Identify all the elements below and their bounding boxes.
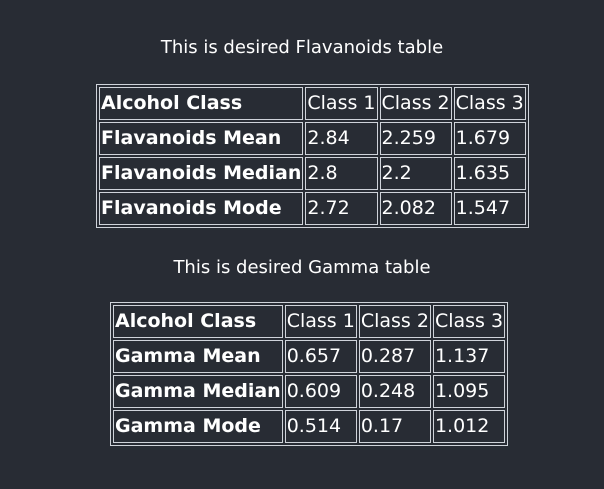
header-cell: Alcohol Class (99, 87, 304, 120)
header-cell: Class 1 (305, 87, 378, 120)
header-cell: Alcohol Class (113, 305, 283, 338)
row-label: Flavanoids Median (99, 157, 304, 190)
row-label: Flavanoids Mean (99, 122, 304, 155)
flavanoids-table: Alcohol Class Class 1 Class 2 Class 3 Fl… (96, 84, 529, 228)
table-cell: 0.609 (284, 375, 357, 408)
table-cell: 0.657 (284, 340, 357, 373)
table-cell: 2.8 (305, 157, 378, 190)
gamma-caption-section: This is desired Gamma table (0, 257, 604, 279)
table-cell: 0.248 (358, 375, 431, 408)
table-cell: 0.514 (284, 410, 357, 443)
table-row: Flavanoids Median 2.8 2.2 1.635 (99, 157, 526, 190)
table-cell: 0.287 (358, 340, 431, 373)
table-cell: 1.679 (453, 122, 526, 155)
table-row: Flavanoids Mode 2.72 2.082 1.547 (99, 192, 526, 225)
table-cell: 1.095 (432, 375, 506, 408)
flavanoids-caption: This is desired Flavanoids table (160, 37, 444, 58)
header-cell: Class 3 (453, 87, 526, 120)
gamma-caption: This is desired Gamma table (173, 257, 431, 278)
row-label: Flavanoids Mode (99, 192, 304, 225)
table-cell: 2.2 (379, 157, 452, 190)
gamma-table-wrapper: Alcohol Class Class 1 Class 2 Class 3 Ga… (110, 302, 509, 446)
table-row: Gamma Mode 0.514 0.17 1.012 (113, 410, 506, 443)
table-cell: 2.082 (379, 192, 452, 225)
header-cell: Class 2 (379, 87, 452, 120)
table-row: Flavanoids Mean 2.84 2.259 1.679 (99, 122, 526, 155)
table-cell: 2.72 (305, 192, 378, 225)
header-cell: Class 2 (358, 305, 431, 338)
header-cell: Class 1 (284, 305, 357, 338)
table-cell: 1.547 (453, 192, 526, 225)
table-cell: 2.259 (379, 122, 452, 155)
row-label: Gamma Mode (113, 410, 283, 443)
table-row: Gamma Median 0.609 0.248 1.095 (113, 375, 506, 408)
table-cell: 1.137 (432, 340, 506, 373)
table-cell: 2.84 (305, 122, 378, 155)
gamma-table: Alcohol Class Class 1 Class 2 Class 3 Ga… (110, 302, 509, 446)
table-header-row: Alcohol Class Class 1 Class 2 Class 3 (99, 87, 526, 120)
flavanoids-caption-section: This is desired Flavanoids table (0, 37, 604, 59)
header-cell: Class 3 (432, 305, 506, 338)
row-label: Gamma Mean (113, 340, 283, 373)
row-label: Gamma Median (113, 375, 283, 408)
table-cell: 1.635 (453, 157, 526, 190)
table-cell: 1.012 (432, 410, 506, 443)
table-row: Gamma Mean 0.657 0.287 1.137 (113, 340, 506, 373)
flavanoids-table-wrapper: Alcohol Class Class 1 Class 2 Class 3 Fl… (96, 84, 529, 228)
table-header-row: Alcohol Class Class 1 Class 2 Class 3 (113, 305, 506, 338)
table-cell: 0.17 (358, 410, 431, 443)
